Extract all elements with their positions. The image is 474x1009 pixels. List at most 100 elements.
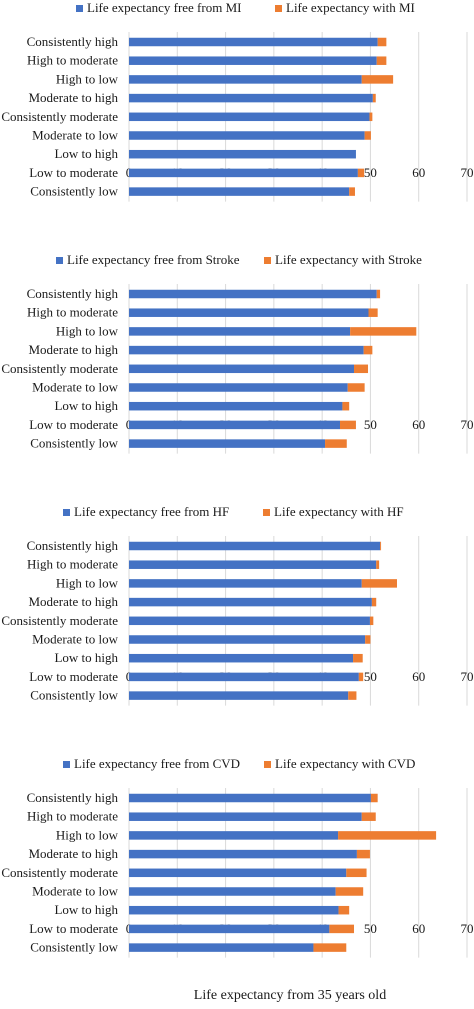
x-tick-label-60: 60	[412, 921, 425, 936]
bar-free-7	[129, 905, 339, 915]
bar-with-6	[335, 887, 364, 896]
category-label: High to moderate	[27, 557, 118, 572]
bar-free-6	[129, 131, 365, 140]
category-label: Low to high	[54, 146, 118, 161]
bar-free-9	[129, 187, 350, 196]
category-label: Consistently low	[30, 436, 118, 451]
legend-marker-1	[76, 5, 83, 12]
bar-with-1	[380, 541, 382, 551]
category-label: High to low	[56, 827, 119, 842]
bar-free-7	[129, 149, 356, 159]
bar-free-9	[129, 943, 314, 952]
chart-panel-1: 010203040506070Life expectancy free from…	[1, 0, 474, 202]
bar-with-7	[353, 653, 363, 663]
x-tick-label-70: 70	[461, 921, 474, 936]
bar-free-2	[129, 56, 377, 65]
category-label: Low to high	[54, 398, 118, 413]
bar-with-9	[325, 439, 347, 448]
bar-free-5	[129, 364, 355, 374]
category-label: Consistently low	[30, 184, 118, 199]
category-label: Consistently low	[30, 940, 118, 955]
legend-entry-1: Life expectancy free from HF	[74, 504, 229, 519]
x-tick-label-50: 50	[364, 669, 377, 684]
category-label: Low to moderate	[29, 669, 118, 684]
bar-free-9	[129, 691, 349, 700]
x-tick-label-50: 50	[364, 417, 377, 432]
category-label: Moderate to high	[28, 846, 118, 861]
bar-free-5	[129, 616, 370, 626]
bar-with-2	[376, 56, 387, 65]
bar-with-4	[356, 849, 370, 859]
bar-free-3	[129, 579, 362, 588]
category-label: Low to high	[54, 650, 118, 665]
category-label: Consistently moderate	[1, 613, 118, 628]
legend-marker-1	[63, 509, 70, 516]
category-label: High to low	[56, 323, 119, 338]
category-label: Moderate to low	[32, 380, 119, 395]
bar-free-1	[129, 289, 377, 299]
bar-with-1	[376, 289, 381, 299]
category-label: Low to moderate	[29, 921, 118, 936]
bar-with-7	[338, 905, 350, 915]
bar-with-6	[365, 635, 371, 644]
category-label: High to low	[56, 575, 119, 590]
bar-with-2	[376, 560, 380, 569]
bar-with-7	[342, 401, 350, 411]
bar-free-5	[129, 112, 370, 122]
legend-marker-1	[63, 761, 70, 768]
bar-with-9	[349, 187, 355, 196]
legend-marker-2	[264, 257, 271, 264]
legend-entry-2: Life expectancy with Stroke	[275, 252, 422, 267]
category-label: Low to moderate	[29, 165, 118, 180]
bar-with-8	[357, 168, 365, 178]
category-label: Moderate to low	[32, 884, 119, 899]
category-label: Consistently high	[27, 34, 119, 49]
bar-free-5	[129, 868, 347, 878]
bar-with-8	[340, 420, 356, 430]
category-label: Moderate to high	[28, 342, 118, 357]
bar-with-2	[361, 812, 376, 821]
chart-panels: 010203040506070Life expectancy free from…	[1, 0, 474, 958]
bar-free-9	[129, 439, 326, 448]
bar-free-6	[129, 383, 348, 392]
x-tick-label-60: 60	[412, 669, 425, 684]
bar-free-1	[129, 541, 381, 551]
legend-marker-2	[264, 761, 271, 768]
x-tick-label-60: 60	[412, 417, 425, 432]
bar-with-8	[329, 924, 355, 934]
legend-entry-2: Life expectancy with HF	[274, 504, 404, 519]
bar-free-7	[129, 401, 343, 411]
bar-free-4	[129, 345, 364, 355]
bar-free-4	[129, 849, 357, 859]
category-label: Consistently low	[30, 688, 118, 703]
legend-marker-1	[56, 257, 63, 264]
bar-with-1	[377, 37, 387, 47]
category-label: Consistently moderate	[1, 109, 118, 124]
legend-marker-2	[275, 5, 282, 12]
bar-with-5	[354, 364, 369, 374]
bar-with-4	[363, 345, 373, 355]
bar-free-8	[129, 168, 358, 178]
bar-free-2	[129, 308, 369, 317]
bar-with-9	[313, 943, 347, 952]
bar-free-4	[129, 93, 373, 103]
bar-free-6	[129, 635, 366, 644]
bar-with-5	[369, 616, 374, 626]
bar-free-1	[129, 37, 378, 47]
bar-free-4	[129, 597, 372, 607]
bar-free-2	[129, 812, 362, 821]
category-label: Moderate to low	[32, 128, 119, 143]
bar-with-3	[361, 75, 394, 84]
x-tick-label-50: 50	[364, 921, 377, 936]
category-label: Consistently moderate	[1, 865, 118, 880]
bar-free-8	[129, 924, 330, 934]
bar-free-7	[129, 653, 354, 663]
bar-with-4	[371, 597, 377, 607]
category-label: Moderate to low	[32, 632, 119, 647]
bar-with-3	[361, 579, 397, 588]
category-label: Consistently high	[27, 790, 119, 805]
bar-free-2	[129, 560, 377, 569]
bar-free-8	[129, 672, 359, 682]
legend-marker-2	[263, 509, 270, 516]
